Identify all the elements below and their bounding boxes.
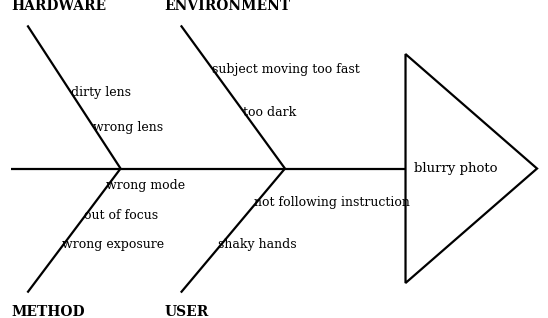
Text: dirty lens: dirty lens [71,86,131,99]
Text: too dark: too dark [243,106,296,119]
Text: wrong lens: wrong lens [93,121,163,134]
Text: wrong exposure: wrong exposure [62,238,164,252]
Text: HARDWARE: HARDWARE [11,0,106,13]
Text: METHOD: METHOD [11,305,84,318]
Text: wrong mode: wrong mode [106,179,186,192]
Text: USER: USER [164,305,209,318]
Text: ENVIRONMENT: ENVIRONMENT [164,0,290,13]
Text: blurry photo: blurry photo [414,162,497,175]
Text: out of focus: out of focus [84,209,158,222]
Text: shaky hands: shaky hands [218,238,297,252]
Text: not following instruction: not following instruction [254,196,409,209]
Text: subject moving too fast: subject moving too fast [212,63,359,76]
